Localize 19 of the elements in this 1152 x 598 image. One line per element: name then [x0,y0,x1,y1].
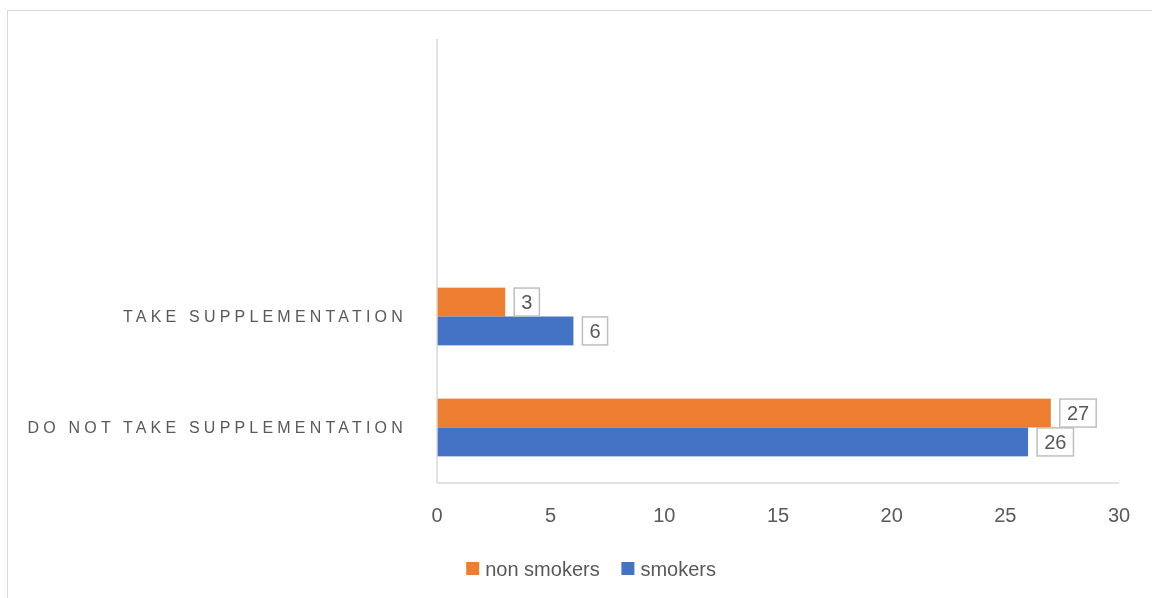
data-label: 26 [1044,431,1067,454]
x-tick-label: 25 [994,504,1017,526]
x-tick-label: 0 [431,504,443,526]
x-tick-label: 5 [545,504,557,526]
data-label: 27 [1066,402,1090,425]
x-tick-label: 30 [1107,504,1131,526]
data-label: 3 [521,291,533,314]
x-tick-label: 10 [653,504,676,526]
data-label: 6 [589,320,601,343]
x-tick-label: 20 [880,504,903,526]
bar [437,287,506,317]
bar [437,398,1051,428]
y-tick-label: TAKE SUPPLEMENTATION [122,308,407,326]
bar [437,427,1029,457]
x-tick-label: 15 [766,504,790,526]
y-tick-label: DO NOT TAKE SUPPLEMENTATION [27,419,407,437]
legend-label: smokers [640,558,716,580]
bar [437,316,574,346]
legend-label: non smokers [485,558,600,580]
